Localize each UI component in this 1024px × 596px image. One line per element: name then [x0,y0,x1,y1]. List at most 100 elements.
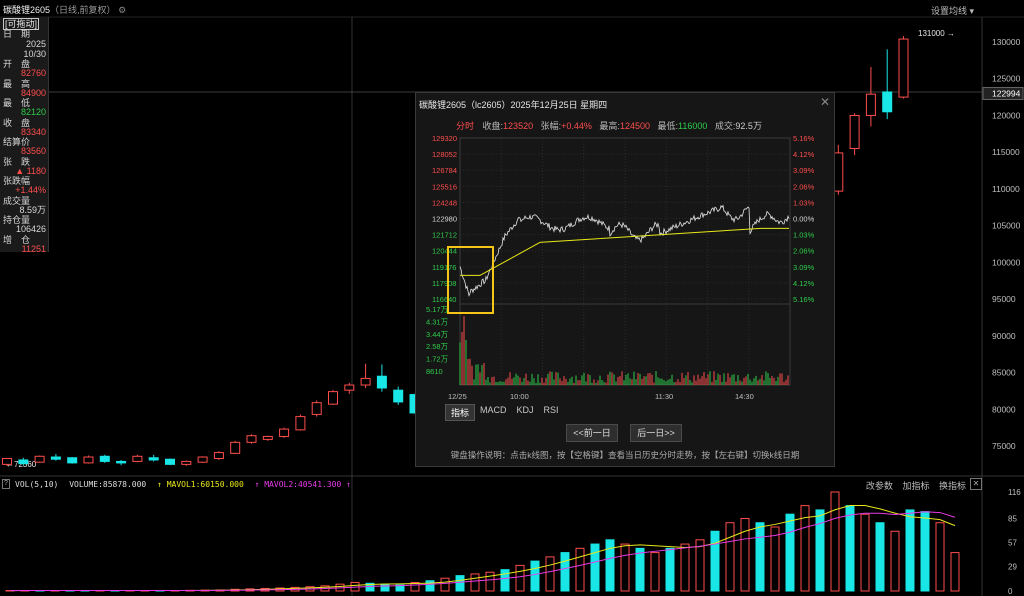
info-label: 成交量 [3,195,31,206]
percent-tick-right: 3.09% [793,166,815,175]
instrument-name: 碳酸锂2605 [3,5,51,15]
up-volume-bar [830,491,840,592]
current-price-box [982,86,1024,100]
price-tick: 95000 [992,294,1016,304]
edit-params-button[interactable]: 改参数 [865,481,893,491]
candle-info-panel[interactable]: [可拖动] 日 期 2025 10/30 开 盘 82760 最 高 84900 最 低 82… [0,17,49,254]
price-tick-left: 121712 [432,231,457,240]
info-label: 开 盘 [3,59,31,69]
down-candle [148,457,159,461]
info-label: 张跌幅 [3,176,31,186]
down-volume-bar [710,530,720,592]
down-candle [50,456,61,460]
popup-title: 碳酸锂2605（lc2605）2025年12月25日 星期四 [419,100,608,110]
percent-tick-right: 4.12% [793,279,815,288]
tab-indicator[interactable]: 指标 [445,404,476,421]
up-volume-bar [575,547,585,592]
current-price-label: 122994 [992,88,1021,98]
info-value: 106426 [15,224,46,234]
volume-tick: 0 [1008,587,1013,596]
help-icon[interactable]: ? [2,479,10,489]
up-volume-bar [470,573,480,592]
up-candle [2,457,12,465]
up-volume-bar [950,552,960,592]
info-value: 83560 [20,146,46,156]
close-icon[interactable]: ✕ [819,95,830,109]
gear-icon[interactable]: ⚙ [118,5,127,15]
price-tick: 85000 [992,368,1016,378]
next-day-button[interactable]: 后一日>> [630,424,682,442]
info-label: 收 盘 [3,117,31,128]
intraday-chart[interactable]: 129320 128052 126784 125516 124248 122980 1217… [416,93,834,403]
volume-tick: 85 [1008,514,1017,523]
price-tick-left: 120444 [432,247,457,256]
up-candle [328,391,338,405]
price-tick: 110000 [992,184,1020,194]
popup-summary: 分时 收盘:123520 张幅:+0.44% 最高:124500 最低:1160… [456,121,762,131]
up-candle [83,456,94,464]
info-label: 日 期 [3,29,31,39]
down-volume-bar [920,511,930,592]
ma-settings-button[interactable]: 设置均线 ▾ [930,6,974,16]
info-value: 84900 [20,87,46,98]
up-volume-bar [860,513,870,592]
down-volume-bar [560,552,570,592]
up-candle [262,435,273,440]
down-volume-bar [395,584,405,592]
info-label: 结算价 [3,137,31,147]
info-label: 最 低 [3,98,31,108]
time-label: 10:00 [510,392,529,401]
down-candle [165,458,175,465]
up-candle [246,435,257,443]
draggable-badge[interactable]: [可拖动] [3,18,40,30]
info-value: 2025 10/30 [23,39,46,59]
popup-frame [459,137,791,386]
time-label: 14:30 [735,392,754,401]
up-candle [230,441,241,454]
percent-tick-right: 1.03% [793,198,815,207]
down-volume-bar [605,539,615,592]
tab-rsi[interactable]: RSI [543,405,559,415]
mode-label: 分时 [456,121,475,131]
average-line [460,227,789,276]
volume-tools: 改参数 加指标 换指标 [859,479,966,492]
up-candle [295,416,306,431]
price-tick: 90000 [992,331,1016,341]
price-tick-left: 119176 [432,263,456,272]
percent-tick-right: 1.03% [793,231,815,240]
period-label: （日线,前复权） [50,5,116,15]
price-tick: 105000 [992,221,1021,231]
up-candle [279,428,290,437]
info-value: +1.44% [15,185,46,195]
keyboard-tip: 键盘操作说明：点击k线图，按【空格键】查看当日历史分时走势，按【左右键】切换k线… [450,450,800,460]
tab-macd[interactable]: MACD [480,405,507,415]
prev-day-button[interactable]: <<前一日 [566,424,618,442]
tab-kdj[interactable]: KDJ [516,405,534,415]
intraday-popup[interactable]: 碳酸锂2605（lc2605）2025年12月25日 星期四 ✕ 分时 收盘:1… [415,92,835,467]
down-volume-bar [665,547,675,592]
up-candle [213,452,224,459]
up-candle [181,460,192,465]
up-volume-bar [770,526,780,592]
close-volume-icon[interactable]: ✕ [970,478,982,490]
change-value: +0.44% [561,121,592,131]
mavol1-readout: ↑ MAVOL1:60150.000 [157,480,244,489]
price-tick-left: 129320 [432,134,457,143]
volume-readout: VOLUME:85878.000 [69,480,147,489]
info-label: 最 高 [3,78,31,89]
up-candle [132,455,143,462]
price-tick-left: 117908 [432,279,456,288]
down-volume-bar [875,522,885,592]
add-indicator-button[interactable]: 加指标 [902,481,930,491]
price-tick-left: 128052 [432,150,457,159]
volume-tick-left: 3.44万 [426,330,449,339]
price-tick: 115000 [992,147,1020,157]
up-volume-bar [440,577,450,592]
down-volume-bar [365,582,375,592]
info-value: ▲ 1180 [15,165,46,176]
down-candle [376,375,387,389]
percent-tick-right: 2.06% [793,182,815,191]
switch-indicator-button[interactable]: 换指标 [938,481,966,491]
info-value: 11251 [21,243,46,254]
